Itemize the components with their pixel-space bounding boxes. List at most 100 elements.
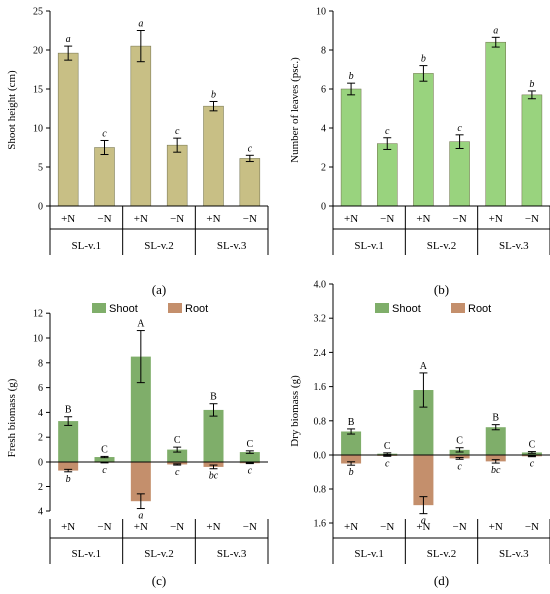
y-tick-label: 10: [33, 334, 43, 345]
significance-letter: c: [175, 126, 180, 137]
significance-letter-shoot: C: [174, 435, 181, 446]
y-tick-label: 0: [38, 202, 43, 213]
category-label: −N: [243, 213, 257, 225]
bar: [166, 144, 188, 207]
significance-letter: b: [349, 71, 354, 82]
bar: [340, 88, 362, 207]
group-label: SL-v.3: [499, 548, 529, 560]
significance-letter-shoot: B: [348, 417, 355, 428]
category-label: −N: [453, 521, 467, 533]
y-tick-label: 0: [38, 458, 43, 469]
significance-letter: b: [211, 89, 216, 100]
category-label: +N: [416, 521, 430, 533]
category-label: −N: [97, 213, 111, 225]
bar: [485, 41, 506, 207]
y-tick-label: 4: [38, 408, 43, 419]
bar-root: [130, 462, 151, 502]
y-axis-label: Fresh biomass (g): [6, 378, 18, 457]
bar-root: [58, 462, 79, 471]
significance-letter-shoot: C: [101, 444, 108, 455]
y-tick-label: 2: [38, 433, 43, 444]
significance-letter-root: c: [175, 467, 180, 478]
bar-root: [203, 462, 224, 467]
y-tick-label: 2.4: [314, 348, 327, 359]
y-tick-label: 6: [321, 85, 326, 96]
significance-letter-shoot: A: [137, 319, 145, 330]
bar-shoot: [485, 427, 506, 455]
bar-root: [413, 455, 434, 506]
legend-swatch: [92, 303, 106, 313]
significance-letter: b: [529, 79, 534, 90]
bar-shoot: [413, 390, 434, 455]
category-label: +N: [344, 521, 358, 533]
category-label: −N: [380, 213, 394, 225]
bar: [413, 73, 434, 207]
panel-label: (d): [434, 573, 449, 588]
significance-letter-root: a: [138, 511, 143, 522]
y-tick-label: 5: [38, 163, 43, 174]
bar-shoot: [239, 452, 260, 462]
y-tick-label: 25: [33, 7, 43, 18]
category-label: +N: [134, 213, 148, 225]
y-tick-label: 0.8: [314, 416, 327, 427]
y-tick-label: 8: [321, 46, 326, 57]
y-tick-label: 12: [33, 309, 43, 320]
significance-letter-root: c: [102, 465, 107, 476]
bar: [130, 45, 152, 207]
significance-letter-shoot: C: [529, 440, 536, 451]
category-label: +N: [206, 213, 220, 225]
legend-label: Root: [468, 303, 491, 315]
y-tick-label: 6: [38, 383, 43, 394]
significance-letter: c: [102, 128, 107, 139]
category-label: +N: [206, 521, 220, 533]
y-tick-label: 3.2: [314, 314, 327, 325]
significance-letter-shoot: C: [246, 439, 253, 450]
panel-label: (b): [434, 282, 449, 297]
y-tick-label: 8: [38, 358, 43, 369]
significance-letter-root: c: [457, 461, 462, 472]
y-tick-label: 1.6: [314, 519, 327, 530]
category-label: +N: [489, 521, 503, 533]
y-tick-label: 10: [316, 7, 326, 18]
category-label: −N: [380, 521, 394, 533]
significance-letter: c: [248, 143, 253, 154]
bar: [57, 52, 79, 207]
legend-swatch: [168, 303, 182, 313]
significance-letter-root: c: [248, 466, 253, 477]
category-label: +N: [489, 213, 503, 225]
significance-letter-shoot: B: [65, 405, 72, 416]
significance-letter-shoot: C: [384, 441, 391, 452]
group-label: SL-v.3: [217, 548, 247, 560]
y-tick-label: 15: [33, 85, 43, 96]
bar-shoot: [130, 356, 151, 462]
group-label: SL-v.2: [427, 240, 457, 252]
y-tick-label: 0.8: [314, 485, 327, 496]
legend-label: Shoot: [392, 303, 421, 315]
category-label: −N: [170, 521, 184, 533]
panel-label: (c): [152, 573, 166, 588]
category-label: −N: [243, 521, 257, 533]
bar: [449, 141, 470, 207]
bar-root: [449, 455, 470, 459]
bar-shoot: [167, 449, 188, 462]
bar-root: [341, 455, 362, 464]
bar-shoot: [341, 431, 362, 455]
category-label: +N: [416, 213, 430, 225]
significance-letter-shoot: B: [210, 392, 217, 403]
significance-letter: b: [421, 54, 426, 65]
legend-label: Root: [185, 303, 208, 315]
significance-letter: a: [138, 19, 143, 30]
group-label: SL-v.1: [354, 548, 384, 560]
significance-letter-shoot: C: [456, 436, 463, 447]
y-tick-label: 10: [33, 124, 43, 135]
bar-shoot: [58, 421, 79, 462]
y-tick-label: 20: [33, 46, 43, 57]
significance-letter: a: [493, 25, 498, 36]
panel-label: (a): [152, 282, 166, 297]
bar: [203, 105, 224, 207]
category-label: −N: [97, 521, 111, 533]
legend-label: Shoot: [109, 303, 138, 315]
group-label: SL-v.1: [72, 548, 102, 560]
group-label: SL-v.2: [144, 240, 174, 252]
bar: [377, 143, 398, 207]
